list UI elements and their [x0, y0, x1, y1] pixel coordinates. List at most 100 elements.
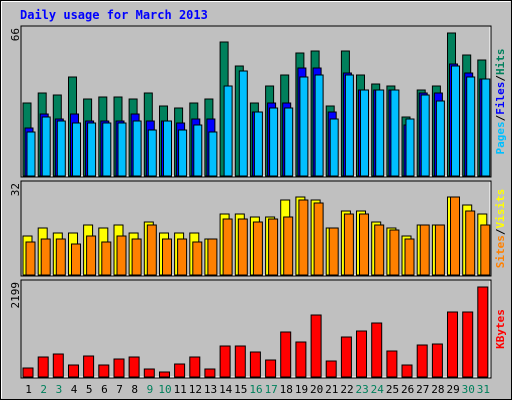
bar-pages-day-26 — [405, 118, 415, 177]
bar-kbytes-day-2 — [37, 356, 49, 378]
bar-sites-day-11 — [177, 238, 188, 276]
bar-kbytes-day-26 — [401, 364, 413, 378]
bar-pages-day-5 — [87, 122, 97, 177]
bar-pages-day-1 — [26, 131, 36, 177]
legend-entry: Sites — [494, 235, 507, 268]
bar-kbytes-day-3 — [52, 353, 64, 378]
bar-kbytes-day-21 — [325, 360, 337, 378]
bar-pages-day-14 — [223, 85, 233, 177]
bar-pages-day-15 — [238, 70, 248, 177]
bar-sites-day-22 — [343, 213, 354, 276]
bar-pages-day-8 — [132, 120, 142, 177]
legend-kbytes: KBytes — [494, 309, 507, 349]
bar-pages-day-13 — [208, 131, 218, 177]
bar-kbytes-day-8 — [128, 356, 140, 378]
bar-pages-day-20 — [314, 74, 324, 177]
day-label-19: 19 — [295, 383, 308, 396]
day-label-12: 12 — [189, 383, 202, 396]
bar-pages-day-11 — [178, 129, 188, 177]
bar-kbytes-day-30 — [462, 311, 474, 378]
bar-pages-day-31 — [481, 78, 491, 177]
day-label-30: 30 — [462, 383, 475, 396]
bar-kbytes-day-17 — [265, 359, 277, 378]
bar-kbytes-day-28 — [431, 343, 443, 378]
day-label-16: 16 — [249, 383, 262, 396]
bar-kbytes-day-4 — [68, 364, 79, 378]
bar-sites-day-29 — [450, 196, 460, 276]
y-max-labels: 66 32 2199 — [9, 28, 22, 309]
bar-pages-day-6 — [102, 122, 112, 177]
legend-entry: / — [494, 228, 507, 235]
bar-sites-day-14 — [222, 218, 233, 276]
bar-sites-day-4 — [71, 243, 81, 276]
bar-pages-day-4 — [72, 122, 81, 177]
day-label-1: 1 — [25, 383, 32, 396]
bar-sites-day-19 — [298, 199, 309, 276]
bars — [22, 32, 491, 378]
bar-kbytes-day-6 — [98, 364, 110, 378]
day-label-20: 20 — [310, 383, 323, 396]
bar-sites-day-23 — [359, 213, 369, 276]
bar-pages-day-19 — [299, 76, 309, 177]
day-label-3: 3 — [56, 383, 63, 396]
bar-kbytes-day-9 — [143, 368, 155, 378]
bar-pages-day-9 — [147, 129, 157, 177]
bar-pages-day-29 — [451, 65, 460, 177]
legend-entry: / — [494, 114, 507, 121]
bar-pages-day-7 — [117, 122, 127, 177]
bar-kbytes-day-12 — [189, 356, 201, 378]
bar-pages-day-24 — [375, 89, 385, 177]
day-label-15: 15 — [234, 383, 247, 396]
day-label-9: 9 — [147, 383, 154, 396]
y-max-label-hits-files-pages: 66 — [9, 28, 22, 41]
day-label-26: 26 — [401, 383, 414, 396]
day-label-10: 10 — [158, 383, 171, 396]
legend-hits-files-pages: Pages/Files/Hits — [494, 49, 507, 155]
day-label-28: 28 — [431, 383, 444, 396]
bar-pages-day-25 — [390, 89, 400, 177]
bar-pages-day-12 — [193, 124, 203, 177]
bar-kbytes-day-27 — [416, 344, 428, 378]
day-label-5: 5 — [86, 383, 93, 396]
bar-sites-day-17 — [268, 218, 279, 276]
bar-sites-day-1 — [25, 241, 36, 276]
day-label-8: 8 — [131, 383, 138, 396]
y-max-label-visits-sites: 32 — [9, 183, 22, 196]
bar-pages-day-21 — [329, 118, 339, 177]
bar-kbytes-day-19 — [295, 341, 307, 378]
bar-kbytes-day-1 — [22, 367, 34, 378]
y-max-label-kbytes: 2199 — [9, 282, 22, 309]
day-label-27: 27 — [416, 383, 429, 396]
bar-kbytes-day-25 — [386, 350, 398, 378]
bar-kbytes-day-18 — [280, 331, 292, 378]
bar-sites-day-31 — [480, 224, 491, 276]
day-label-23: 23 — [355, 383, 368, 396]
bar-kbytes-day-15 — [234, 345, 246, 378]
bar-sites-day-9 — [146, 224, 157, 276]
bar-sites-day-30 — [465, 210, 476, 276]
bar-pages-day-18 — [284, 107, 294, 177]
day-label-6: 6 — [101, 383, 108, 396]
bar-pages-day-2 — [41, 116, 51, 177]
bar-pages-day-28 — [435, 100, 445, 177]
bar-kbytes-day-14 — [219, 345, 231, 378]
day-label-13: 13 — [204, 383, 217, 396]
day-labels: 1 2 3 4 5 6 7 8 9 10 11 12 13 14 15 16 17 18 19 20 21 22 23 24 2… — [25, 383, 490, 396]
bar-sites-day-2 — [40, 238, 51, 276]
bar-kbytes-day-13 — [204, 368, 216, 378]
bar-pages-day-10 — [163, 120, 172, 177]
day-label-14: 14 — [219, 383, 233, 396]
bar-sites-day-3 — [55, 238, 66, 276]
bar-pages-day-16 — [253, 111, 263, 177]
legend-entry: Files — [494, 82, 507, 115]
bar-sites-day-21 — [328, 227, 339, 276]
panels — [20, 25, 492, 379]
bar-sites-day-8 — [131, 238, 142, 276]
legend-entry: Visits — [494, 189, 507, 229]
bar-pages-day-3 — [56, 120, 66, 177]
bar-sites-day-26 — [404, 238, 415, 276]
bar-pages-day-30 — [466, 76, 476, 177]
